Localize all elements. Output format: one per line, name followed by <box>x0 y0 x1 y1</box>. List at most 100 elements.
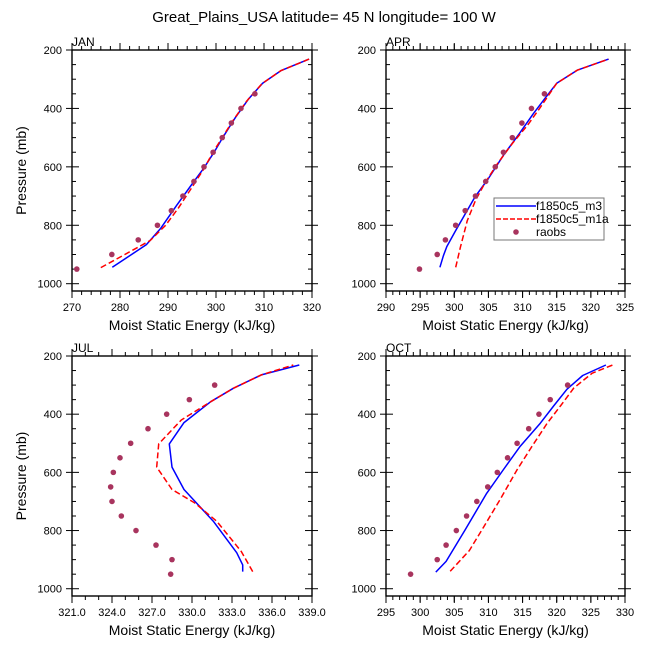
x-tick-label: 320 <box>582 302 600 314</box>
x-tick-label: 295 <box>377 607 395 619</box>
x-tick-label: 321.0 <box>58 607 86 619</box>
x-tick-label: 336.0 <box>258 607 286 619</box>
plot-frame <box>385 355 626 597</box>
raobs-point <box>154 222 161 229</box>
y-axis-title: Pressure (mb) <box>13 126 29 215</box>
x-tick-label: 325 <box>582 607 600 619</box>
y-tick-label: 800 <box>44 526 62 538</box>
panel-label: JAN <box>72 35 95 49</box>
raobs-point <box>127 440 134 447</box>
raobs-point <box>536 411 542 417</box>
series-line-f1850c5-m1a <box>449 364 613 572</box>
x-tick-label: 310 <box>513 302 531 314</box>
series-line-f1850c5-m3 <box>168 364 300 572</box>
raobs-point <box>541 91 548 97</box>
series-line-f1850c5-m1a <box>454 58 609 268</box>
raobs-point <box>74 266 80 272</box>
legend-label: f1850c5_m3 <box>536 199 602 213</box>
x-tick-label: 324.0 <box>98 607 126 619</box>
raobs-point <box>484 484 491 490</box>
x-tick-label: 325 <box>616 302 634 314</box>
raobs-point <box>492 164 499 170</box>
x-tick-label: 300 <box>445 302 463 314</box>
series-line-f1850c5-m1a <box>155 364 294 572</box>
raobs-point <box>228 120 235 126</box>
raobs-point <box>434 251 441 258</box>
panels: JAN 270 280 290 300 310 320 200 400 600 800 1000 Moi… <box>13 35 634 638</box>
x-tick-label: 315 <box>513 607 531 619</box>
y-tick-label: 400 <box>44 409 62 421</box>
series-group <box>416 58 609 272</box>
x-tick-label: 339.0 <box>298 607 326 619</box>
raobs-point <box>117 455 123 461</box>
y-tick-label: 1000 <box>352 279 376 291</box>
raobs-point <box>494 469 501 476</box>
panel-jan: JAN 270 280 290 300 310 320 200 400 600 800 1000 Moi… <box>13 35 321 333</box>
series-line-f1850c5-m3 <box>111 58 310 268</box>
raobs-point <box>133 527 139 534</box>
raobs-point <box>169 556 175 563</box>
raobs-point <box>201 164 207 170</box>
x-tick-label: 333.0 <box>218 607 246 619</box>
x-tick-label: 300 <box>411 607 429 619</box>
y-tick-label: 1000 <box>38 584 62 596</box>
raobs-point <box>509 134 516 141</box>
x-axis-title: Moist Static Energy (kJ/kg) <box>109 622 276 638</box>
y-tick-label: 400 <box>358 409 376 421</box>
series-group <box>107 364 300 577</box>
y-tick-label: 1000 <box>38 279 62 291</box>
x-tick-label: 305 <box>445 607 463 619</box>
raobs-point <box>153 542 159 548</box>
plot-frame <box>71 355 313 597</box>
raobs-point <box>472 193 479 199</box>
y-tick-label: 400 <box>358 103 376 115</box>
raobs-point <box>238 105 244 112</box>
raobs-point <box>118 513 125 519</box>
raobs-point <box>180 193 186 199</box>
y-tick-label: 600 <box>44 162 62 174</box>
x-tick-label: 305 <box>479 302 497 314</box>
x-tick-label: 315 <box>548 302 566 314</box>
panel-jul: JUL 321.0 324.0 327.0 330.0 333.0 336.0 339.0 20… <box>13 341 326 638</box>
panel-label: JUL <box>72 341 94 355</box>
x-tick-label: 310 <box>255 302 273 314</box>
y-tick-label: 400 <box>44 103 62 115</box>
raobs-point <box>210 149 216 156</box>
panel-label: OCT <box>386 341 412 355</box>
raobs-point <box>109 251 115 258</box>
x-tick-label: 320 <box>548 607 566 619</box>
y-tick-label: 800 <box>44 220 62 232</box>
y-tick-label: 200 <box>358 351 376 363</box>
panel-label: APR <box>386 35 411 49</box>
y-tick-label: 800 <box>358 526 376 538</box>
raobs-point <box>168 207 175 214</box>
raobs-point <box>442 237 449 243</box>
raobs-point <box>514 440 520 447</box>
x-tick-label: 295 <box>411 302 429 314</box>
x-tick-label: 310 <box>479 607 497 619</box>
x-axis-title: Moist Static Energy (kJ/kg) <box>109 317 276 333</box>
y-tick-label: 200 <box>358 45 376 57</box>
raobs-point <box>407 571 414 577</box>
raobs-point <box>482 178 489 185</box>
raobs-point <box>145 425 151 432</box>
raobs-point <box>528 105 535 112</box>
y-tick-label: 800 <box>358 220 376 232</box>
x-axis-title: Moist Static Energy (kJ/kg) <box>422 317 589 333</box>
raobs-point <box>462 207 469 214</box>
x-tick-label: 320 <box>303 302 321 314</box>
raobs-point <box>135 237 142 243</box>
raobs-point <box>211 382 218 388</box>
raobs-point <box>252 91 258 97</box>
x-tick-label: 270 <box>63 302 81 314</box>
series-line-f1850c5-m3 <box>435 364 607 573</box>
x-axis-title: Moist Static Energy (kJ/kg) <box>422 622 589 638</box>
legend-label: f1850c5_m1a <box>536 212 609 226</box>
y-tick-label: 600 <box>358 162 376 174</box>
legend-marker-raobs <box>513 229 519 235</box>
raobs-point <box>564 382 571 388</box>
raobs-point <box>186 396 193 403</box>
x-tick-label: 290 <box>159 302 177 314</box>
raobs-point <box>107 484 114 490</box>
